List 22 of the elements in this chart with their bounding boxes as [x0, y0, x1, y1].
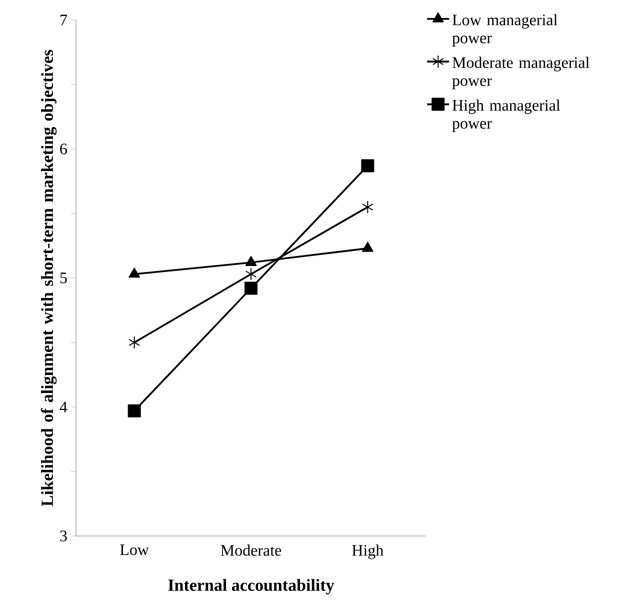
x-axis-title: Internal accountability — [168, 578, 334, 594]
x-tick-label: Low — [120, 544, 149, 556]
point — [128, 404, 141, 418]
y-tick-label: 6 — [60, 144, 67, 154]
point — [361, 159, 374, 172]
legend-label: High managerial power — [452, 99, 560, 132]
y-tick-label: 4 — [60, 402, 68, 412]
y-tick-label: 7 — [60, 14, 68, 26]
legend-label: Low managerial power — [452, 14, 558, 47]
point — [244, 282, 258, 295]
point — [128, 336, 140, 349]
x-tick-label: Moderate — [220, 544, 282, 556]
y-axis-title: Likelihood of alignment with short-term marketing objectives — [40, 50, 57, 506]
y-tick-label: 5 — [60, 272, 67, 284]
point — [362, 242, 374, 252]
point — [128, 268, 140, 278]
y-tick-label: 3 — [60, 530, 67, 542]
x-tick-label: High — [352, 544, 384, 560]
legend-label: Moderate managerial power — [452, 56, 590, 90]
point — [245, 268, 257, 281]
point — [362, 200, 374, 214]
point — [245, 256, 257, 266]
